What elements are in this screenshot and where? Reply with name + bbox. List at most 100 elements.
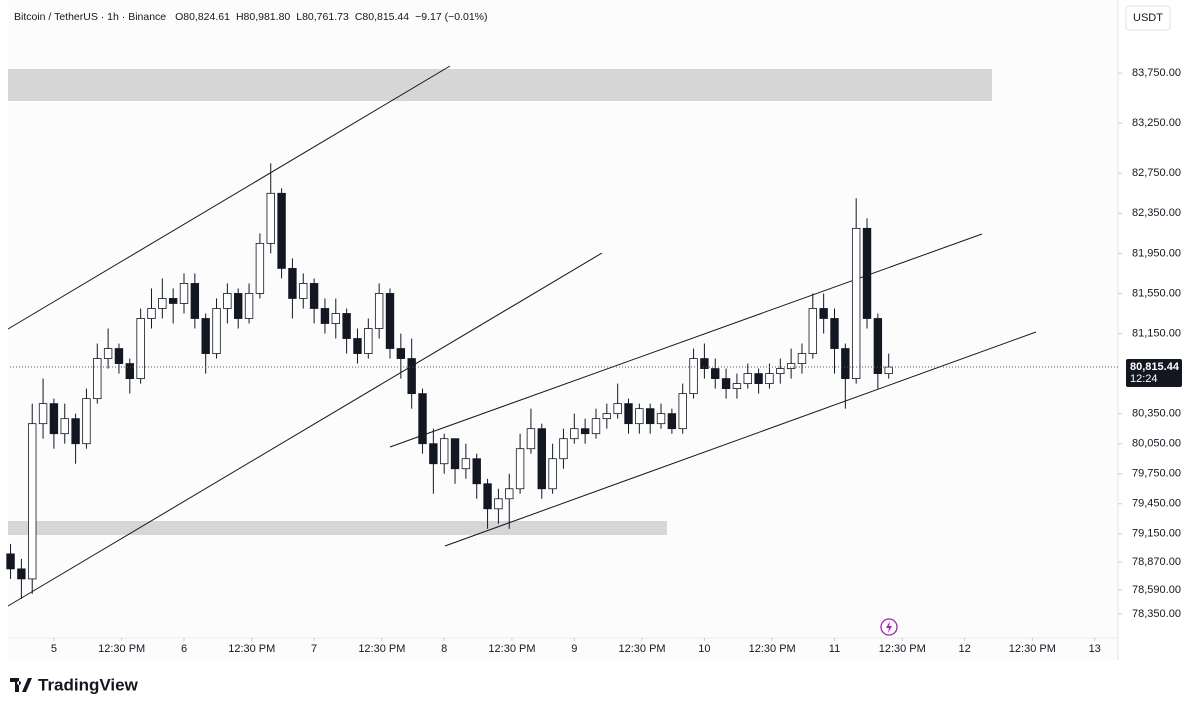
y-tick-label: 81,950.00 xyxy=(1132,247,1181,259)
candle-body xyxy=(6,553,15,570)
x-tick-label: 11 xyxy=(829,643,840,655)
symbol: Bitcoin / TetherUS · 1h · Binance xyxy=(14,11,166,23)
y-tick-label: 79,150.00 xyxy=(1132,528,1181,540)
candle-body xyxy=(786,363,796,369)
ohlc-value: H80,981.80 xyxy=(236,11,290,23)
candle-body xyxy=(147,308,156,319)
candle-body xyxy=(461,458,471,470)
trend-lines xyxy=(7,65,1037,607)
candle-body xyxy=(125,363,134,379)
ohlc-value: L80,761.73 xyxy=(296,11,349,23)
candle-body xyxy=(797,353,807,364)
candle-body xyxy=(862,227,872,319)
candle-body xyxy=(580,428,590,435)
x-tick-label: 7 xyxy=(311,643,317,655)
ohlc-value: C80,815.44 xyxy=(355,11,409,23)
x-tick-label: 10 xyxy=(698,643,710,655)
y-tick-label: 83,750.00 xyxy=(1132,67,1181,79)
candle-body xyxy=(776,368,785,374)
last-price-tag xyxy=(1126,359,1182,388)
x-tick-label: 8 xyxy=(441,643,447,655)
x-tick-label: 12:30 PM xyxy=(358,643,405,655)
candle-body xyxy=(472,458,481,485)
candle-body xyxy=(689,358,698,395)
candle-body xyxy=(244,293,254,319)
y-tick-label: 81,150.00 xyxy=(1132,327,1181,339)
candle-body xyxy=(234,293,243,319)
candle-body xyxy=(71,418,80,445)
event-icon-bolt xyxy=(886,621,892,633)
brand: TradingView xyxy=(38,675,139,694)
candle-body xyxy=(635,408,644,425)
candle-body xyxy=(49,403,59,435)
candle-body xyxy=(808,308,818,354)
candle-body xyxy=(82,398,91,445)
x-tick-label: 5 xyxy=(51,643,57,655)
support-zone xyxy=(8,521,667,535)
event-icon[interactable] xyxy=(880,618,898,636)
candle-body xyxy=(483,483,492,510)
candle-body xyxy=(353,338,362,354)
candle-body xyxy=(212,308,221,354)
axes: 83,750.00 83,250.00 82,750.00 82,350.00 81,9… xyxy=(10,67,1182,655)
x-tick-label: 12:30 PM xyxy=(488,643,535,655)
candle-body xyxy=(309,283,319,309)
candle-body xyxy=(537,428,546,490)
countdown: 12:24 xyxy=(1130,373,1158,385)
logo-mark xyxy=(10,678,32,692)
candle-body xyxy=(38,403,48,425)
x-tick-label: 9 xyxy=(571,643,577,655)
candle-body xyxy=(385,293,395,349)
candle-body xyxy=(364,328,373,354)
y-tick-label: 81,550.00 xyxy=(1132,287,1181,299)
candle-body xyxy=(830,318,839,349)
ohlc-value: −9.17 (−0.01%) xyxy=(415,11,487,23)
candle-body xyxy=(201,318,210,354)
y-tick-label: 78,870.00 xyxy=(1132,556,1181,568)
candle-body xyxy=(841,348,850,379)
x-tick-label: 12:30 PM xyxy=(749,643,796,655)
candle-body xyxy=(266,192,275,244)
candle-body xyxy=(320,308,330,324)
candle-body xyxy=(223,293,232,309)
candle-body xyxy=(624,403,633,425)
trend-line xyxy=(7,65,451,330)
plot-area xyxy=(8,0,1118,660)
candle-body xyxy=(732,383,742,390)
logo: TradingView xyxy=(10,675,139,694)
candle-body xyxy=(851,227,861,379)
y-tick-label: 82,350.00 xyxy=(1132,207,1181,219)
y-tick-label: 79,750.00 xyxy=(1132,468,1181,480)
candle-body xyxy=(136,318,145,379)
candle-body xyxy=(374,293,384,329)
x-tick-label: 12:30 PM xyxy=(228,643,275,655)
y-tick-label: 83,250.00 xyxy=(1132,117,1181,129)
candle-body xyxy=(613,403,622,415)
candle-body xyxy=(396,348,406,359)
candle-body xyxy=(17,568,26,580)
candle-body xyxy=(570,428,579,440)
candle-body xyxy=(765,373,774,385)
candle-body xyxy=(28,423,37,580)
candle-body xyxy=(418,393,427,445)
candle-body xyxy=(277,192,286,269)
candle-body xyxy=(884,366,893,374)
x-tick-label: 12:30 PM xyxy=(1009,643,1056,655)
candle-body xyxy=(721,378,731,390)
x-tick-label: 13 xyxy=(1089,643,1101,655)
candle-body xyxy=(190,283,200,319)
candle-body xyxy=(711,368,720,379)
candle-body xyxy=(93,358,102,400)
candle-body xyxy=(700,358,709,369)
candle-body xyxy=(299,283,308,299)
candle-body xyxy=(819,308,828,319)
resistance-zone xyxy=(8,69,992,101)
candle-body xyxy=(179,283,189,304)
candle-body xyxy=(602,413,612,420)
trend-line xyxy=(444,331,1037,547)
candle-body xyxy=(515,448,525,490)
y-tick-label: 80,350.00 xyxy=(1132,408,1181,420)
y-tick-label: 80,050.00 xyxy=(1132,438,1181,450)
currency-box[interactable] xyxy=(1125,5,1171,31)
